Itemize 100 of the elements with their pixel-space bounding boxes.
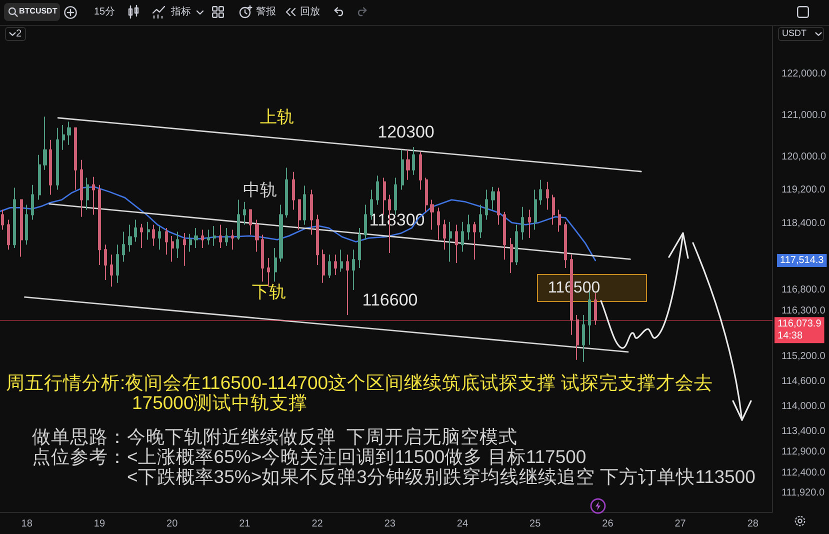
candlestick (340, 249, 343, 272)
candlestick (310, 189, 313, 236)
candlestick (479, 204, 482, 239)
candlestick (285, 167, 288, 218)
candlestick (558, 209, 561, 232)
candlestick (74, 127, 77, 190)
candlestick (582, 314, 585, 362)
candlestick (92, 176, 95, 216)
candlestick (419, 151, 422, 190)
annotation: <下跌概率35%>如果不反弹3分钟级别跌穿均线继续追空 下方订单快113500 (127, 466, 756, 488)
candlestick (298, 199, 301, 230)
candlestick (225, 228, 228, 246)
candlestick (515, 224, 518, 266)
candlestick (80, 159, 83, 218)
candlestick (152, 224, 155, 246)
candlestick (165, 228, 168, 256)
x-tick-label: 23 (384, 518, 396, 530)
candlestick (358, 228, 361, 268)
candlestick (25, 204, 28, 246)
candlestick (67, 121, 71, 146)
x-tick-label: 21 (239, 518, 251, 530)
candlestick (564, 221, 567, 268)
candlestick (503, 211, 506, 260)
x-tick-label: 27 (674, 518, 686, 530)
candlestick (376, 175, 379, 206)
candlestick (140, 223, 143, 249)
y-tick-label: 116,300.0 (782, 305, 826, 316)
candlestick (274, 248, 277, 282)
candlestick (510, 238, 513, 274)
candlestick (237, 199, 240, 240)
candlestick (443, 219, 446, 250)
annotation: 120300 (378, 122, 434, 142)
candlestick (20, 199, 23, 258)
candlestick (116, 244, 119, 284)
candlestick (219, 224, 222, 249)
candlestick (406, 149, 410, 180)
annotation: 2 (16, 28, 22, 40)
candlestick (176, 231, 179, 258)
candlestick (352, 249, 355, 290)
y-tick-label: 120,000.0 (782, 151, 826, 162)
candlestick (110, 254, 113, 288)
candlestick (194, 228, 198, 249)
y-tick-label: 118,400.0 (782, 218, 826, 229)
y-tick-label: 116,800.0 (782, 284, 826, 296)
candlestick (334, 254, 337, 276)
candlestick (147, 221, 150, 240)
candlestick (213, 225, 216, 246)
candlestick (134, 219, 137, 242)
annotation: 上轨 (260, 108, 294, 126)
y-tick-label: 119,200.0 (782, 184, 826, 196)
candlestick (292, 171, 295, 210)
annotation: 中轨 (243, 180, 277, 200)
candlestick (425, 177, 428, 212)
candlestick (255, 219, 259, 252)
candlestick (261, 234, 264, 282)
ref-line-label: 116,073.9 14:38 (778, 318, 822, 342)
candlestick (207, 229, 210, 246)
candlestick (412, 146, 415, 176)
x-tick-label: 28 (747, 518, 759, 530)
y-tick-label: 113,400.0 (782, 426, 826, 437)
candlestick (43, 116, 47, 170)
candlestick (31, 184, 34, 220)
annotation: 116600 (362, 290, 418, 310)
y-tick-label: 111,920.0 (782, 487, 825, 498)
candlestick (303, 185, 306, 226)
x-tick-label: 26 (602, 518, 614, 530)
text: 指标 (171, 6, 191, 18)
candlestick (467, 214, 470, 240)
y-tick-label: 115,200.0 (782, 351, 826, 362)
candlestick (449, 221, 452, 262)
candlestick (38, 154, 41, 200)
annotation: 点位参考：<上涨概率65%>今晚关注回调到11500做多 目标117500 (32, 446, 586, 468)
candlestick (430, 199, 434, 230)
text: 回放 (300, 6, 320, 18)
text: 警报 (256, 6, 276, 18)
candlestick (1, 209, 4, 230)
candlestick (243, 201, 246, 226)
y-tick-label: 121,000.0 (782, 110, 826, 121)
candlestick (455, 224, 458, 264)
candlestick (183, 232, 186, 266)
candlestick (485, 189, 488, 220)
candlestick (576, 314, 579, 360)
search-field: BTCUSDT (4, 3, 60, 21)
candlestick (346, 254, 349, 316)
candlestick (528, 209, 531, 239)
candlestick (491, 186, 495, 210)
candlestick (539, 179, 542, 206)
candlestick (437, 207, 440, 240)
candlestick (394, 177, 397, 216)
candlestick (534, 189, 537, 230)
candlestick (231, 229, 234, 250)
candlestick (171, 235, 174, 262)
candlestick (473, 221, 476, 260)
candlestick (383, 177, 386, 216)
chart-title: BTCUSDT (19, 6, 58, 16)
candlestick (316, 214, 319, 266)
y-tick-label: 112,400.0 (782, 467, 826, 478)
candlestick (497, 187, 500, 226)
text: 117,514.3 (780, 254, 824, 266)
candlestick (49, 139, 52, 196)
